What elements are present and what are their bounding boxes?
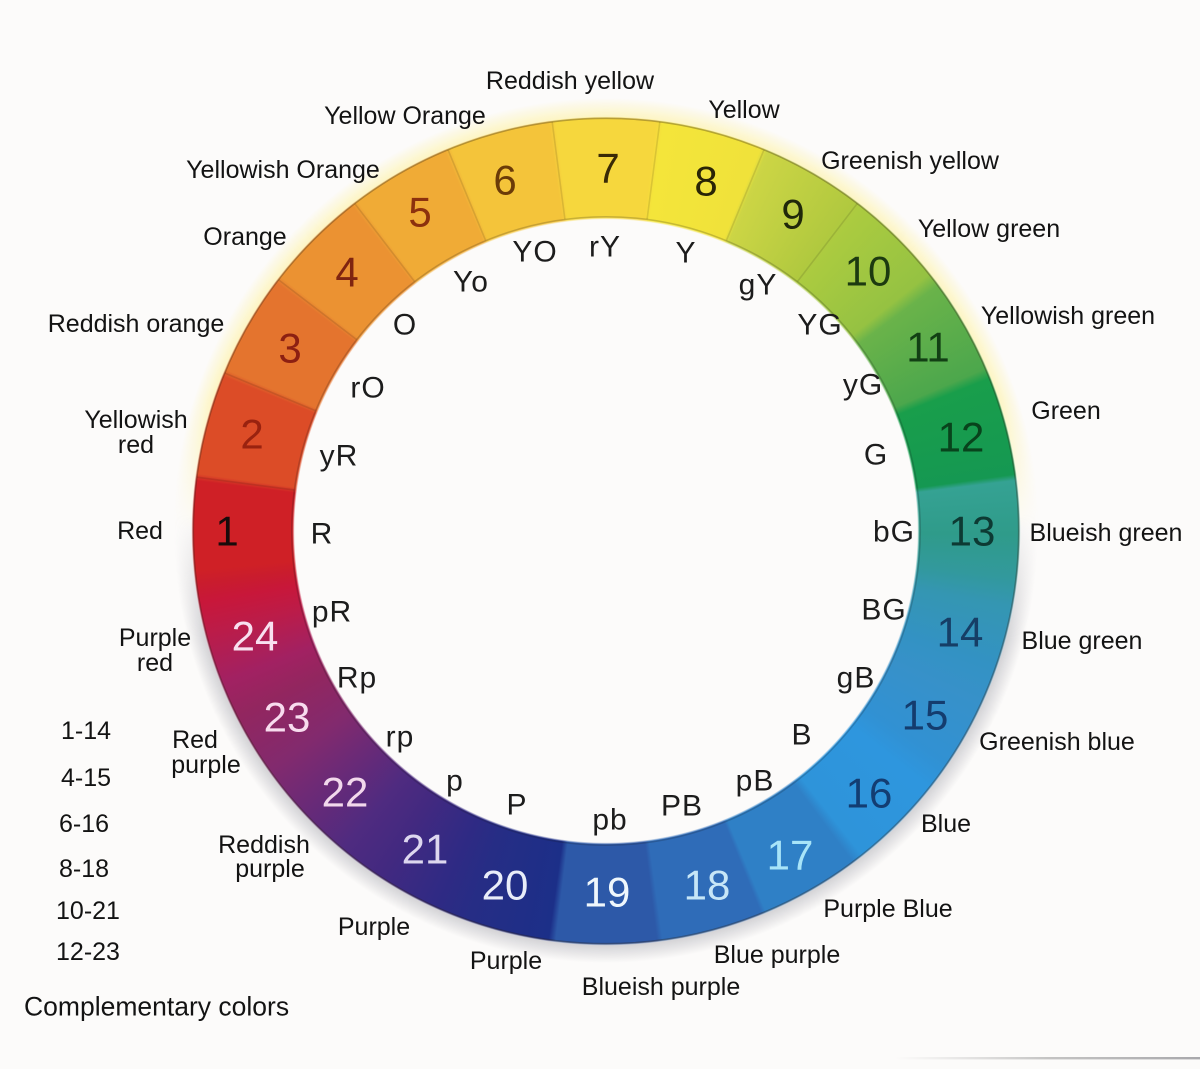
- svg-text:gY: gY: [739, 269, 778, 302]
- svg-text:Yo: Yo: [453, 266, 489, 299]
- svg-text:15: 15: [902, 692, 949, 739]
- svg-text:O: O: [393, 309, 417, 342]
- svg-text:8-18: 8-18: [59, 855, 109, 883]
- svg-text:Blueish green: Blueish green: [1030, 519, 1183, 547]
- svg-text:PB: PB: [661, 790, 703, 823]
- svg-text:R: R: [311, 518, 334, 551]
- svg-text:5: 5: [408, 189, 431, 236]
- svg-text:6: 6: [493, 157, 516, 204]
- svg-text:8: 8: [694, 158, 717, 205]
- svg-text:Purple: Purple: [338, 913, 410, 941]
- svg-text:pb: pb: [592, 804, 627, 837]
- svg-text:6-16: 6-16: [59, 810, 109, 838]
- svg-text:YG: YG: [797, 309, 842, 342]
- svg-text:yG: yG: [843, 369, 883, 402]
- svg-text:purple: purple: [235, 855, 305, 883]
- svg-text:Yellow Orange: Yellow Orange: [324, 102, 486, 130]
- svg-text:Red: Red: [117, 517, 163, 545]
- svg-text:16: 16: [846, 770, 893, 817]
- svg-text:P: P: [506, 789, 527, 822]
- svg-text:2: 2: [240, 411, 263, 458]
- svg-text:Red: Red: [172, 726, 218, 754]
- svg-text:rY: rY: [589, 231, 621, 264]
- svg-text:1-14: 1-14: [61, 717, 111, 745]
- svg-text:Blue: Blue: [921, 810, 971, 838]
- svg-text:4-15: 4-15: [61, 764, 111, 792]
- svg-text:Reddish orange: Reddish orange: [48, 310, 225, 338]
- svg-text:21: 21: [402, 826, 449, 873]
- svg-text:12-23: 12-23: [56, 938, 120, 966]
- svg-text:Complementary colors: Complementary colors: [24, 992, 289, 1022]
- svg-text:B: B: [791, 719, 812, 752]
- svg-text:Blue purple: Blue purple: [714, 941, 840, 969]
- svg-text:Yellowish green: Yellowish green: [981, 302, 1155, 330]
- svg-text:pB: pB: [736, 765, 775, 798]
- svg-text:12: 12: [938, 414, 985, 461]
- svg-text:rp: rp: [386, 721, 415, 754]
- svg-text:24: 24: [232, 613, 279, 660]
- svg-text:YO: YO: [512, 236, 557, 269]
- svg-text:17: 17: [767, 832, 814, 879]
- svg-text:red: red: [118, 431, 154, 459]
- svg-text:Y: Y: [675, 237, 696, 270]
- svg-text:Blue green: Blue green: [1022, 627, 1143, 655]
- svg-text:Orange: Orange: [203, 223, 286, 251]
- svg-text:BG: BG: [861, 594, 906, 627]
- svg-text:gB: gB: [837, 662, 876, 695]
- svg-text:11: 11: [906, 324, 950, 371]
- svg-text:1: 1: [215, 508, 238, 555]
- svg-text:19: 19: [584, 869, 631, 916]
- svg-text:7: 7: [596, 145, 619, 192]
- svg-text:Purple Blue: Purple Blue: [823, 895, 952, 923]
- svg-text:rO: rO: [350, 372, 385, 405]
- svg-text:G: G: [864, 439, 888, 472]
- svg-text:red: red: [137, 649, 173, 677]
- svg-text:4: 4: [335, 249, 358, 296]
- svg-text:Yellowish: Yellowish: [84, 406, 187, 434]
- svg-text:Greenish yellow: Greenish yellow: [821, 147, 1000, 175]
- svg-text:10-21: 10-21: [56, 897, 120, 925]
- svg-text:Purple: Purple: [470, 947, 542, 975]
- svg-text:yR: yR: [320, 440, 359, 473]
- svg-text:13: 13: [949, 508, 996, 555]
- svg-text:pR: pR: [312, 596, 352, 629]
- svg-text:Yellow green: Yellow green: [918, 215, 1060, 243]
- svg-text:Green: Green: [1031, 397, 1100, 425]
- svg-text:20: 20: [482, 862, 529, 909]
- svg-text:Reddish: Reddish: [218, 831, 310, 859]
- svg-text:18: 18: [684, 862, 731, 909]
- svg-text:14: 14: [937, 609, 984, 656]
- svg-text:p: p: [446, 765, 464, 798]
- svg-text:23: 23: [264, 694, 311, 741]
- svg-text:Yellowish Orange: Yellowish Orange: [186, 156, 380, 184]
- svg-text:9: 9: [781, 191, 804, 238]
- svg-text:bG: bG: [873, 516, 915, 549]
- svg-text:Greenish blue: Greenish blue: [979, 728, 1135, 756]
- svg-text:purple: purple: [171, 751, 241, 779]
- svg-text:Reddish yellow: Reddish yellow: [486, 67, 655, 95]
- svg-text:22: 22: [322, 769, 369, 816]
- svg-text:10: 10: [845, 248, 892, 295]
- svg-text:Yellow: Yellow: [708, 96, 780, 124]
- svg-text:Blueish purple: Blueish purple: [582, 973, 740, 1001]
- svg-text:Purple: Purple: [119, 624, 191, 652]
- svg-text:3: 3: [278, 325, 301, 372]
- svg-text:Rp: Rp: [337, 662, 377, 695]
